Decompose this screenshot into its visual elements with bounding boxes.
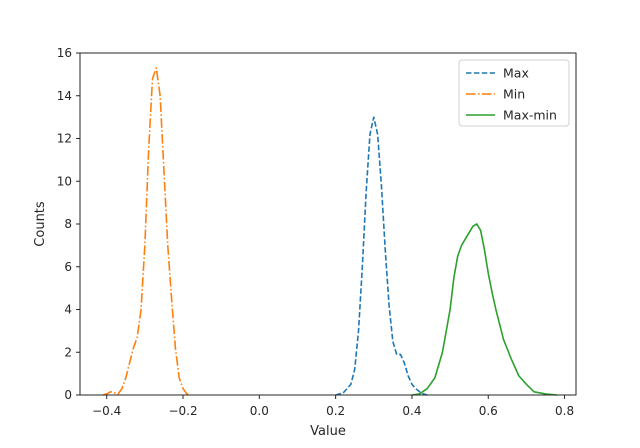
y-axis-ticks: 0 2 4 6 8 10 12 14 16 (57, 46, 80, 402)
y-tick-label: 16 (57, 46, 72, 60)
legend-label: Max-min (503, 108, 557, 123)
y-tick-label: 6 (64, 260, 72, 274)
y-tick-label: 8 (64, 217, 72, 231)
y-axis-label: Counts (33, 201, 48, 247)
x-tick-label: 0.8 (555, 404, 574, 418)
y-tick-label: 10 (57, 174, 72, 188)
series-line-max (335, 116, 428, 396)
x-tick-label: 0.2 (326, 404, 345, 418)
x-tick-label: 0.6 (479, 404, 498, 418)
x-tick-label: −0.4 (92, 404, 121, 418)
legend-box (458, 59, 570, 127)
x-axis-ticks: −0.4 −0.2 0.0 0.2 0.4 0.6 0.8 (92, 395, 574, 418)
x-tick-label: 0.4 (402, 404, 421, 418)
y-tick-label: 2 (64, 345, 72, 359)
series-line-max-min (411, 223, 557, 396)
y-tick-label: 12 (57, 132, 72, 146)
series-lines (102, 67, 557, 396)
x-axis-label: Value (310, 424, 346, 439)
legend: Max Min Max-min (458, 59, 570, 127)
x-tick-label: −0.2 (168, 404, 197, 418)
series-line-min (102, 67, 191, 396)
y-tick-label: 0 (64, 388, 72, 402)
legend-label: Max (503, 66, 529, 81)
legend-label: Min (503, 87, 525, 102)
y-tick-label: 14 (57, 89, 72, 103)
x-tick-label: 0.0 (250, 404, 269, 418)
y-tick-label: 4 (64, 303, 72, 317)
